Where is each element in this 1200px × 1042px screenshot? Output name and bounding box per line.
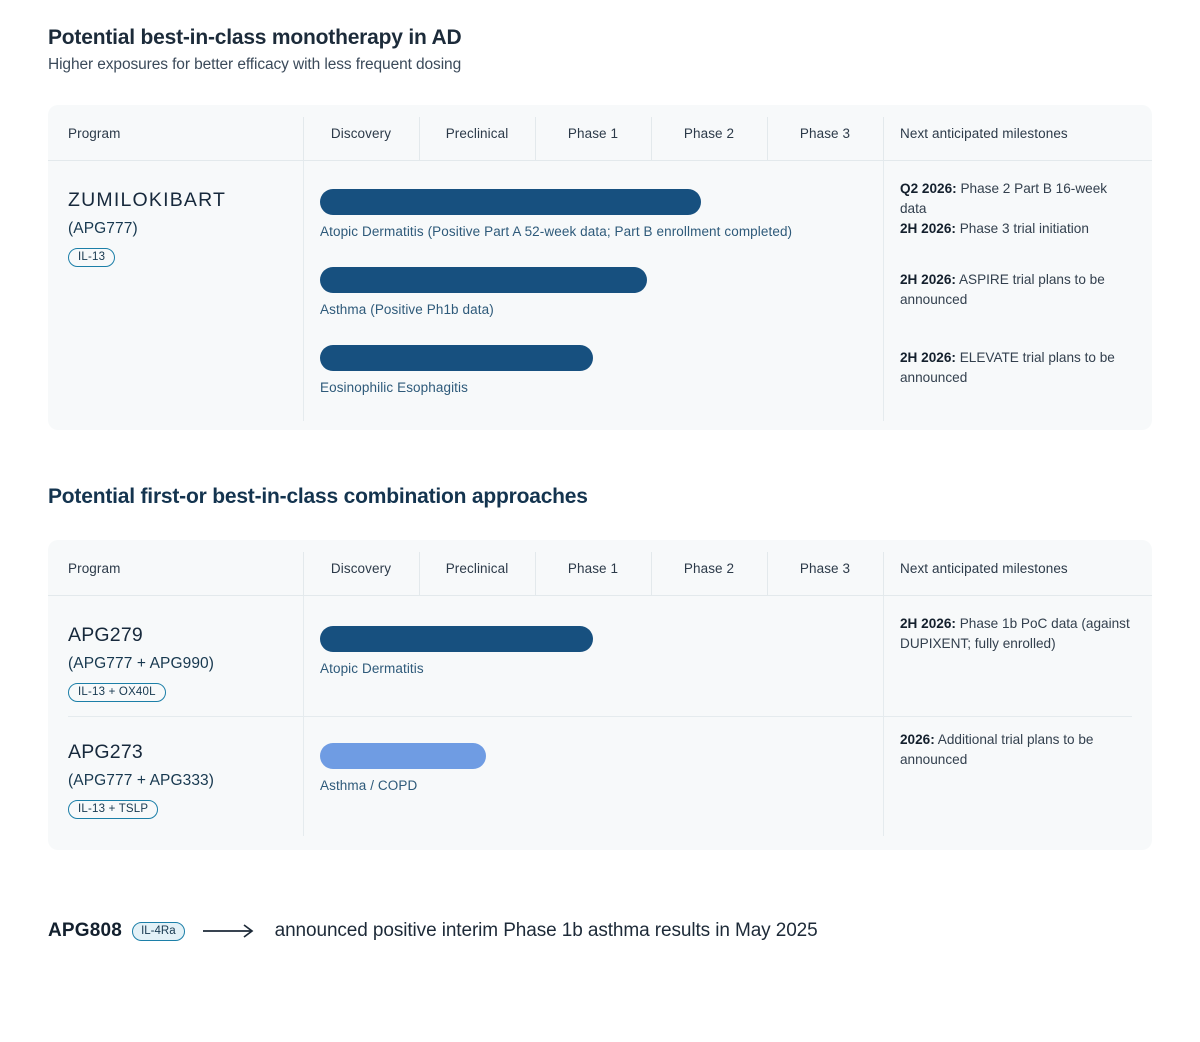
bar-label: Atopic Dermatitis (Positive Part A 52-we… [320, 224, 793, 239]
table-2-header-row: Program Discovery Preclinical Phase 1 Ph… [48, 540, 1152, 596]
program-cell-apg273: APG273 (APG777 + APG333) IL-13 + TSLP [68, 741, 214, 819]
target-badge: IL-13 [68, 248, 116, 267]
column-header-preclinical: Preclinical [445, 125, 509, 141]
bar-group-asthma: Asthma (Positive Ph1b data) [320, 267, 647, 317]
right-arrow-icon [201, 923, 259, 939]
combination-pipeline-table: Program Discovery Preclinical Phase 1 Ph… [48, 540, 1152, 850]
bar-group-atopic-dermatitis: Atopic Dermatitis (Positive Part A 52-we… [320, 189, 792, 239]
column-header-phase-3: Phase 3 [799, 125, 851, 141]
column-header-discovery: Discovery [330, 125, 392, 141]
monotherapy-pipeline-table: Program Discovery Preclinical Phase 1 Ph… [48, 105, 1152, 430]
milestone-text: Phase 3 trial initiation [955, 221, 1089, 236]
milestone-date: 2H 2026: [900, 221, 956, 236]
milestone-text: Phase 2 Part B 16-week data [900, 181, 1108, 216]
milestone-date: Q2 2026: [900, 181, 957, 196]
milestone-text: ELEVATE trial plans to be announced [900, 350, 1115, 385]
column-header-milestones: Next anticipated milestones [900, 560, 1068, 576]
progress-bar [320, 267, 647, 293]
milestone-text: Phase 1b PoC data (against DUPIXENT; ful… [900, 616, 1130, 651]
milestone-date: 2H 2026: [900, 272, 956, 287]
section-1-heading-group: Potential best-in-class monotherapy in A… [48, 26, 462, 74]
program-name: ZUMILOKIBART [68, 189, 227, 211]
program-cell-apg279: APG279 (APG777 + APG990) IL-13 + OX40L [68, 624, 214, 702]
footer-note: APG808 IL-4Ra announced positive interim… [48, 920, 818, 942]
program-cell-zumilokibart: ZUMILOKIBART (APG777) IL-13 [68, 189, 226, 267]
bar-group-eosinophilic-esophagitis: Eosinophilic Esophagitis [320, 345, 593, 395]
table-1-divider-program [303, 161, 304, 421]
program-alias: (APG777 + APG990) [68, 655, 215, 672]
page-title: Potential best-in-class monotherapy in A… [48, 26, 462, 49]
bar-label: Asthma / COPD [320, 778, 418, 793]
footer-text: announced positive interim Phase 1b asth… [274, 920, 818, 941]
column-header-phase-1: Phase 1 [567, 560, 619, 576]
milestone-block-apg279: 2H 2026: Phase 1b PoC data (against DUPI… [900, 614, 1132, 654]
progress-bar [320, 189, 701, 215]
milestone-block-1: Q2 2026: Phase 2 Part B 16-week data 2H … [900, 179, 1132, 239]
column-header-discovery: Discovery [330, 560, 392, 576]
column-header-milestones: Next anticipated milestones [900, 125, 1068, 141]
target-badge: IL-13 + TSLP [68, 800, 159, 819]
milestone-date: 2H 2026: [900, 350, 956, 365]
bar-label: Atopic Dermatitis [320, 661, 424, 676]
bar-label: Asthma (Positive Ph1b data) [320, 302, 494, 317]
table-1-divider-milestones [883, 161, 884, 421]
milestone-date: 2H 2026: [900, 616, 956, 631]
milestone-block-2: 2H 2026: ASPIRE trial plans to be announ… [900, 270, 1132, 310]
page-subtitle: Higher exposures for better efficacy wit… [48, 56, 462, 73]
footer-program-code: APG808 [48, 920, 123, 941]
milestone-text: Additional trial plans to be announced [900, 732, 1094, 767]
milestone-block-apg273: 2026: Additional trial plans to be annou… [900, 730, 1132, 770]
program-name: APG273 [68, 741, 143, 763]
column-header-preclinical: Preclinical [445, 560, 509, 576]
milestone-block-3: 2H 2026: ELEVATE trial plans to be annou… [900, 348, 1132, 388]
program-alias: (APG777 + APG333) [68, 772, 215, 789]
section-2-heading-group: Potential first-or best-in-class combina… [48, 485, 588, 509]
milestone-date: 2026: [900, 732, 935, 747]
progress-bar [320, 743, 486, 769]
column-header-program: Program [68, 560, 121, 576]
bar-group-apg273-asthma-copd: Asthma / COPD [320, 743, 486, 793]
column-header-phase-3: Phase 3 [799, 560, 851, 576]
column-header-program: Program [68, 125, 121, 141]
progress-bar [320, 345, 593, 371]
table-1-header-row: Program Discovery Preclinical Phase 1 Ph… [48, 105, 1152, 161]
program-name: APG279 [68, 624, 143, 646]
progress-bar [320, 626, 593, 652]
bar-label: Eosinophilic Esophagitis [320, 380, 468, 395]
bar-group-apg279-atopic-dermatitis: Atopic Dermatitis [320, 626, 593, 676]
table-2-row-divider [68, 716, 1132, 717]
target-badge: IL-13 + OX40L [68, 683, 166, 702]
program-alias: (APG777) [68, 220, 138, 237]
column-header-phase-1: Phase 1 [567, 125, 619, 141]
milestone-text: ASPIRE trial plans to be announced [900, 272, 1105, 307]
column-header-phase-2: Phase 2 [683, 125, 735, 141]
column-header-phase-2: Phase 2 [683, 560, 735, 576]
section-2-title: Potential first-or best-in-class combina… [48, 485, 588, 508]
target-badge: IL-4Ra [132, 921, 185, 941]
